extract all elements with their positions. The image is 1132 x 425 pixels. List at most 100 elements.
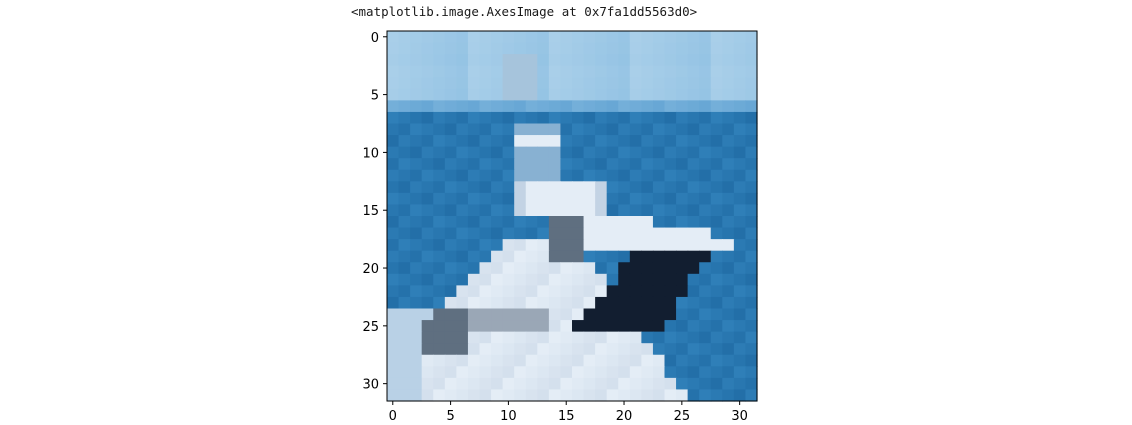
image-pixel [699, 239, 712, 252]
image-pixel [641, 54, 654, 67]
image-pixel [710, 354, 723, 367]
image-pixel [572, 216, 585, 229]
image-pixel [676, 42, 689, 55]
image-pixel [606, 366, 619, 379]
image-pixel [502, 285, 515, 298]
image-pixel [502, 88, 515, 101]
image-pixel [421, 250, 434, 263]
image-pixel [664, 100, 677, 113]
image-pixel [583, 88, 596, 101]
image-pixel [548, 366, 562, 379]
image-pixel [629, 308, 642, 321]
image-pixel [525, 88, 538, 101]
image-pixel [456, 239, 469, 252]
image-pixel [733, 123, 747, 136]
image-pixel [525, 77, 538, 90]
image-pixel [629, 273, 642, 286]
image-pixel [525, 354, 538, 367]
image-pixel [699, 169, 712, 182]
image-pixel [641, 389, 654, 402]
image-pixel [583, 54, 596, 67]
image-pixel [410, 146, 423, 159]
image-pixel [398, 146, 411, 159]
image-pixel [410, 169, 423, 182]
image-pixel [733, 31, 747, 44]
image-pixel [745, 111, 758, 125]
image-pixel [491, 111, 504, 125]
image-pixel [398, 123, 411, 136]
image-pixel [618, 389, 631, 402]
image-pixel [433, 250, 446, 263]
image-pixel [652, 389, 666, 402]
image-pixel [595, 158, 608, 171]
image-pixel [433, 88, 446, 101]
image-pixel [722, 273, 735, 286]
image-pixel [618, 31, 631, 44]
image-pixel [467, 204, 481, 217]
image-pixel [687, 285, 700, 298]
image-pixel [537, 192, 550, 206]
image-pixel [629, 65, 642, 78]
image-pixel [733, 181, 747, 194]
image-pixel [699, 389, 712, 402]
image-pixel [491, 366, 504, 379]
image-pixel [641, 216, 654, 229]
image-pixel [467, 77, 481, 90]
image-pixel [491, 285, 504, 298]
image-pixel [595, 285, 608, 298]
image-pixel [410, 320, 423, 333]
image-pixel [629, 343, 642, 356]
image-pixel [421, 42, 434, 55]
image-pixel [502, 308, 515, 321]
image-pixel [710, 181, 723, 194]
image-pixel [560, 377, 573, 391]
image-pixel [467, 250, 481, 263]
image-pixel [595, 320, 608, 333]
image-pixel [745, 366, 758, 379]
image-pixel [652, 285, 666, 298]
image-pixel [398, 308, 411, 321]
image-pixel [641, 181, 654, 194]
image-pixel [733, 389, 747, 402]
image-pixel [676, 88, 689, 101]
image-pixel [572, 354, 585, 367]
image-pixel [479, 100, 492, 113]
image-pixel [710, 296, 723, 310]
image-pixel [733, 216, 747, 229]
image-pixel [595, 366, 608, 379]
image-pixel [433, 77, 446, 90]
image-pixel [676, 216, 689, 229]
image-pixel [722, 54, 735, 67]
image-pixel [433, 181, 446, 194]
image-pixel [629, 296, 642, 310]
image-pixel [410, 331, 423, 344]
image-pixel [387, 192, 400, 206]
image-pixel [676, 169, 689, 182]
image-pixel [745, 192, 758, 206]
x-tick-label: 0 [389, 409, 397, 424]
image-pixel [560, 111, 573, 125]
image-pixel [606, 158, 619, 171]
image-pixel [664, 250, 677, 263]
image-pixel [514, 296, 527, 310]
image-pixel [525, 54, 538, 67]
image-pixel [606, 77, 619, 90]
image-pixel [745, 389, 758, 402]
image-pixel [722, 77, 735, 90]
image-pixel [699, 250, 712, 263]
image-pixel [456, 366, 469, 379]
image-pixel [745, 65, 758, 78]
image-pixel [641, 111, 654, 125]
image-pixel [537, 77, 550, 90]
image-pixel [733, 100, 747, 113]
image-pixel [652, 216, 666, 229]
image-pixel [502, 135, 515, 148]
image-pixel [745, 88, 758, 101]
image-pixel [410, 227, 423, 240]
image-pixel [687, 308, 700, 321]
image-pixel [710, 42, 723, 55]
image-pixel [606, 100, 619, 113]
image-pixel [410, 389, 423, 402]
image-pixel [606, 204, 619, 217]
image-pixel [433, 192, 446, 206]
